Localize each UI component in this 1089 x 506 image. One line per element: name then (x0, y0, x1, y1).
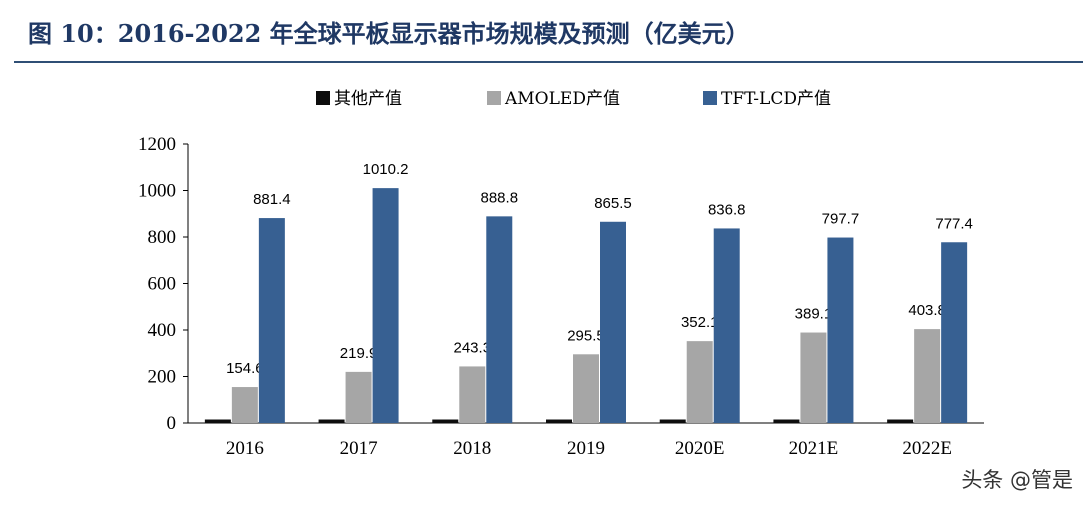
x-tick-label: 2022E (902, 438, 952, 459)
bar-0 (659, 419, 686, 423)
bar-1 (800, 332, 827, 423)
data-label: 836.8 (708, 201, 746, 218)
data-label: 154.6 (226, 360, 264, 377)
y-tick-label: 200 (148, 367, 177, 388)
y-tick-label: 400 (148, 320, 177, 341)
legend-swatch (316, 91, 330, 105)
bar-0 (887, 419, 914, 423)
bar-1 (231, 387, 258, 423)
x-tick-label: 2018 (453, 438, 491, 459)
data-label: 295.5 (567, 327, 605, 344)
bar-1 (686, 341, 713, 423)
legend-swatch (703, 91, 717, 105)
bar-1 (459, 366, 486, 423)
x-tick-label: 2016 (226, 438, 264, 459)
data-label: 219.9 (340, 345, 378, 362)
bar-2 (600, 221, 626, 423)
bar-1 (345, 371, 372, 423)
x-tick-label: 2017 (340, 438, 378, 459)
y-tick-label: 1200 (138, 134, 176, 155)
legend-swatch (487, 91, 501, 105)
data-label: 403.8 (908, 302, 946, 319)
bar-0 (432, 419, 459, 423)
y-tick-label: 600 (148, 274, 177, 295)
bar-2 (258, 218, 285, 423)
bar-2 (713, 228, 740, 423)
bar-0 (546, 419, 572, 423)
data-label: 777.4 (935, 215, 973, 232)
data-label: 881.4 (253, 191, 291, 208)
bar-0 (204, 419, 231, 423)
watermark: 头条 @管是 (961, 468, 1073, 492)
bar-0 (318, 419, 345, 423)
bar-0 (773, 419, 800, 423)
bar-1 (914, 329, 941, 423)
data-label: 389.1 (795, 306, 833, 323)
legend-label: TFT-LCD产值 (721, 89, 831, 109)
y-tick-label: 0 (167, 413, 177, 434)
legend-label: 其他产值 (334, 89, 402, 109)
bar-2 (827, 237, 854, 423)
y-tick-label: 800 (148, 227, 177, 248)
data-label: 865.5 (594, 195, 632, 212)
data-label: 888.8 (481, 189, 519, 206)
title-divider (14, 61, 1083, 63)
x-tick-label: 2020E (675, 438, 725, 459)
data-label: 243.3 (454, 339, 492, 356)
bar-2 (486, 216, 513, 423)
legend-label: AMOLED产值 (504, 89, 620, 109)
data-label: 352.1 (681, 314, 719, 331)
x-tick-label: 2021E (789, 438, 839, 459)
x-tick-label: 2019 (567, 438, 605, 459)
bar-2 (372, 188, 399, 423)
data-label: 1010.2 (363, 161, 409, 178)
bar-2 (941, 242, 968, 423)
y-tick-label: 1000 (138, 181, 176, 202)
figure-title: 图 10：2016-2022 年全球平板显示器市场规模及预测（亿美元） (28, 19, 750, 48)
data-label: 797.7 (822, 211, 860, 228)
bar-1 (573, 354, 599, 423)
